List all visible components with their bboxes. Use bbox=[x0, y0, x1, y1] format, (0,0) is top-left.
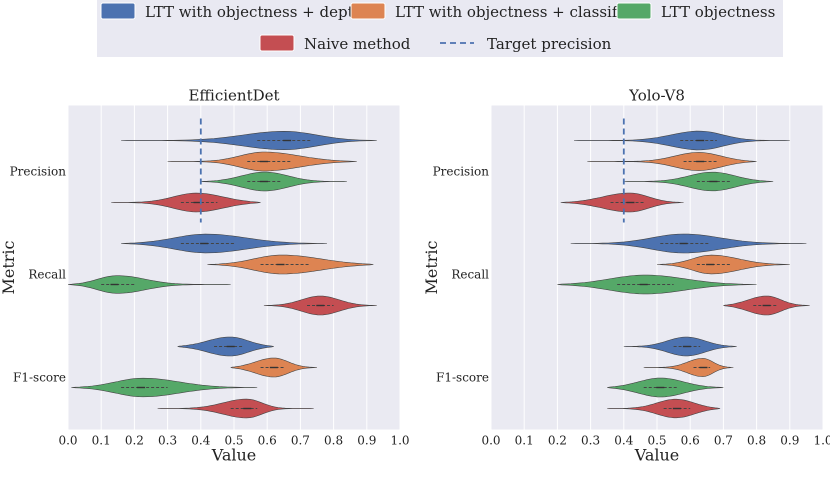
legend-entry-depth: LTT with objectness + depth bbox=[100, 2, 364, 21]
ytick-label-yolov8-1: Recall bbox=[451, 268, 489, 282]
ytick-label-efficientdet-1: Recall bbox=[28, 268, 66, 282]
legend-svg: LTT with objectness + depth LTT with obj… bbox=[100, 2, 775, 53]
legend-label-target: Target precision bbox=[487, 35, 612, 53]
violin-efficientdet-classif-1 bbox=[207, 254, 374, 275]
violin-yolov8-classif-0 bbox=[587, 152, 757, 171]
legend-entry-target: Target precision bbox=[440, 35, 612, 53]
panel-yolov8: Yolo-V8 Value Metric 0.0 0.1 0.2 0.3 0.4 0.5 0… bbox=[422, 87, 830, 465]
legend-label-objectness: LTT objectness bbox=[661, 3, 775, 21]
xlabel-efficientdet: Value bbox=[211, 446, 257, 465]
legend-label-naive: Naive method bbox=[304, 35, 411, 53]
violin-yolov8-classif-2 bbox=[643, 358, 734, 377]
ylabel-yolov8: Metric bbox=[422, 240, 441, 294]
violin-efficientdet-depth-1 bbox=[121, 233, 328, 254]
legend-entry-naive: Naive method bbox=[259, 34, 411, 53]
xlabel-yolov8: Value bbox=[634, 446, 680, 465]
ylabel-efficientdet: Metric bbox=[0, 240, 18, 294]
ytick-label-yolov8-0: Precision bbox=[433, 165, 490, 179]
chart-canvas: EfficientDet Value Metric 0.0 0.1 0.2 0.3 0.… bbox=[0, 87, 830, 465]
violins-yolov8 bbox=[557, 130, 810, 419]
ytick-label-efficientdet-0: Precision bbox=[10, 165, 67, 179]
legend-label-classif: LTT with objectness + classif bbox=[395, 3, 619, 21]
legend-entry-classif: LTT with objectness + classif bbox=[350, 2, 619, 21]
violin-yolov8-objectness-1 bbox=[557, 274, 757, 295]
yticks-efficientdet: Precision Recall F1-score bbox=[10, 165, 67, 385]
legend-entry-objectness: LTT objectness bbox=[616, 2, 775, 21]
legend-patch-classif bbox=[350, 2, 386, 20]
legend-patch-depth bbox=[100, 2, 136, 20]
legend: LTT with objectness + depth LTT with obj… bbox=[97, 0, 783, 57]
title-yolov8: Yolo-V8 bbox=[628, 87, 685, 105]
title-efficientdet: EfficientDet bbox=[188, 87, 279, 105]
legend-patch-naive bbox=[259, 34, 295, 52]
violin-efficientdet-naive-2 bbox=[157, 398, 314, 419]
legend-patch-objectness bbox=[616, 2, 652, 20]
ytick-label-efficientdet-2: F1-score bbox=[13, 371, 66, 385]
violin-efficientdet-depth-0 bbox=[121, 130, 377, 151]
violin-yolov8-depth-1 bbox=[570, 233, 807, 254]
panel-efficientdet: EfficientDet Value Metric 0.0 0.1 0.2 0.3 0.… bbox=[0, 87, 410, 465]
legend-label-depth: LTT with objectness + depth bbox=[145, 3, 364, 21]
violin-efficientdet-objectness-1 bbox=[67, 275, 231, 294]
yticks-yolov8: Precision Recall F1-score bbox=[433, 165, 490, 385]
violin-efficientdet-objectness-2 bbox=[71, 377, 258, 398]
violins-efficientdet bbox=[67, 130, 377, 419]
ytick-label-yolov8-2: F1-score bbox=[436, 371, 489, 385]
